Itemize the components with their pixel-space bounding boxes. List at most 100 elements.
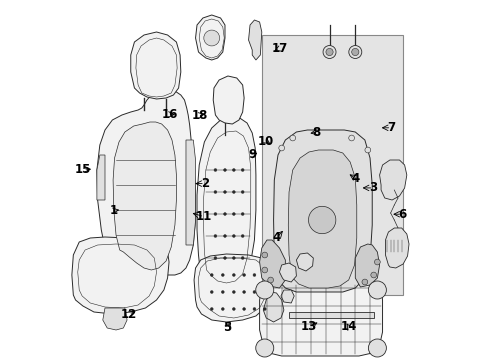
Circle shape <box>214 212 216 215</box>
Circle shape <box>361 279 367 285</box>
Text: 6: 6 <box>397 208 406 221</box>
Circle shape <box>223 168 226 171</box>
Circle shape <box>252 307 255 310</box>
Polygon shape <box>130 32 181 99</box>
Polygon shape <box>195 15 224 60</box>
Circle shape <box>242 274 245 276</box>
Circle shape <box>289 135 295 141</box>
Circle shape <box>348 135 354 141</box>
Circle shape <box>232 190 235 193</box>
Circle shape <box>232 168 235 171</box>
Circle shape <box>223 212 226 215</box>
Circle shape <box>241 235 244 238</box>
Circle shape <box>308 206 335 234</box>
Text: 9: 9 <box>248 148 256 161</box>
Text: 4: 4 <box>350 172 359 185</box>
Polygon shape <box>102 308 127 330</box>
Circle shape <box>214 257 216 260</box>
Text: 18: 18 <box>191 109 207 122</box>
Circle shape <box>267 277 273 283</box>
Circle shape <box>210 291 213 293</box>
Circle shape <box>214 190 216 193</box>
Polygon shape <box>379 160 406 200</box>
Text: 13: 13 <box>301 320 317 333</box>
Circle shape <box>278 145 284 151</box>
Text: 7: 7 <box>386 121 395 134</box>
Polygon shape <box>281 290 294 303</box>
Circle shape <box>263 307 265 310</box>
Circle shape <box>214 168 216 171</box>
Circle shape <box>242 307 245 310</box>
Polygon shape <box>194 254 271 322</box>
Circle shape <box>223 190 226 193</box>
Circle shape <box>221 274 224 276</box>
Circle shape <box>221 291 224 293</box>
Circle shape <box>241 168 244 171</box>
Text: 5: 5 <box>223 321 231 334</box>
Polygon shape <box>259 240 285 288</box>
Circle shape <box>374 259 380 265</box>
Circle shape <box>221 307 224 310</box>
Polygon shape <box>296 253 313 271</box>
Text: 10: 10 <box>258 135 274 148</box>
Text: 2: 2 <box>201 177 208 190</box>
Polygon shape <box>279 263 296 282</box>
Bar <box>261 35 402 295</box>
Polygon shape <box>185 140 195 245</box>
Polygon shape <box>355 244 379 287</box>
Text: 4: 4 <box>272 231 281 244</box>
Polygon shape <box>113 122 176 270</box>
Circle shape <box>232 212 235 215</box>
Circle shape <box>252 291 255 293</box>
Circle shape <box>214 235 216 238</box>
Polygon shape <box>385 228 408 268</box>
Circle shape <box>232 274 235 276</box>
Circle shape <box>210 307 213 310</box>
Polygon shape <box>263 292 284 322</box>
Circle shape <box>241 257 244 260</box>
Circle shape <box>232 257 235 260</box>
Text: 16: 16 <box>161 108 178 121</box>
Text: 11: 11 <box>196 210 212 223</box>
Circle shape <box>255 339 273 357</box>
Polygon shape <box>248 20 261 60</box>
Polygon shape <box>273 130 371 292</box>
Circle shape <box>351 48 358 55</box>
Circle shape <box>263 274 265 276</box>
Circle shape <box>242 291 245 293</box>
Polygon shape <box>72 237 169 314</box>
Circle shape <box>255 281 273 299</box>
Polygon shape <box>97 88 195 275</box>
Polygon shape <box>197 117 255 287</box>
Circle shape <box>210 274 213 276</box>
Circle shape <box>232 307 235 310</box>
Circle shape <box>262 267 267 273</box>
Circle shape <box>323 45 335 58</box>
Text: 8: 8 <box>312 126 320 139</box>
Circle shape <box>241 212 244 215</box>
Circle shape <box>223 257 226 260</box>
Polygon shape <box>288 150 356 288</box>
Text: 3: 3 <box>368 181 377 194</box>
Circle shape <box>364 147 370 153</box>
Circle shape <box>348 45 361 58</box>
Text: 12: 12 <box>120 308 137 321</box>
Circle shape <box>367 339 386 357</box>
Circle shape <box>263 291 265 293</box>
Circle shape <box>241 190 244 193</box>
Circle shape <box>370 272 376 278</box>
Text: 14: 14 <box>340 320 356 333</box>
Circle shape <box>223 235 226 238</box>
Text: 17: 17 <box>271 42 287 55</box>
Polygon shape <box>288 312 373 318</box>
Circle shape <box>367 281 386 299</box>
Polygon shape <box>213 76 244 124</box>
Text: 15: 15 <box>75 163 91 176</box>
Polygon shape <box>259 282 382 356</box>
Circle shape <box>203 30 219 46</box>
Circle shape <box>232 291 235 293</box>
Circle shape <box>252 274 255 276</box>
Text: 1: 1 <box>110 204 118 217</box>
Circle shape <box>232 235 235 238</box>
Circle shape <box>325 48 332 55</box>
